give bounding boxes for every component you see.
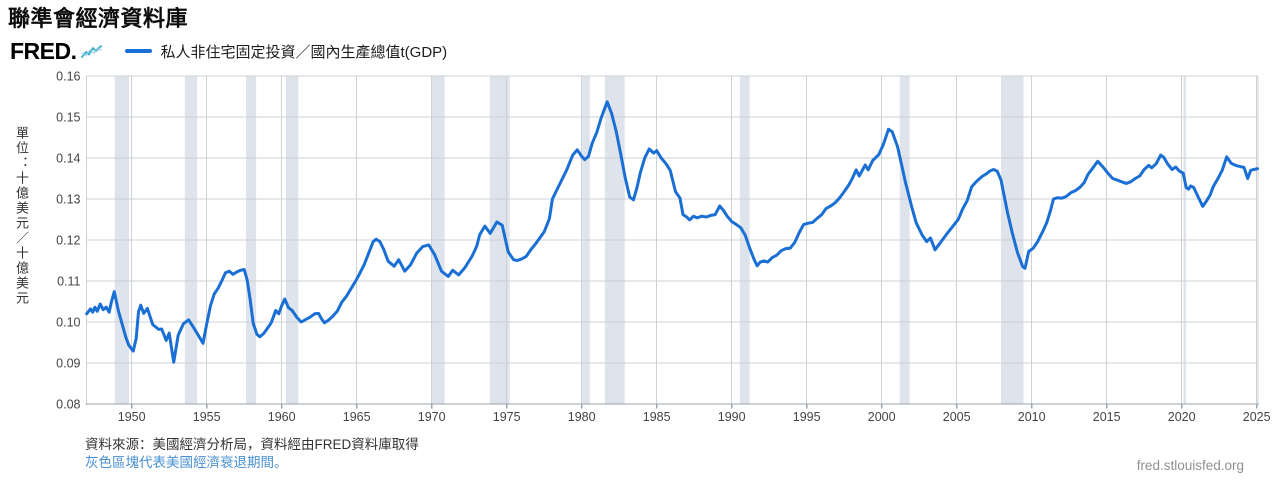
svg-text:0.16: 0.16 <box>56 69 80 83</box>
svg-text:0.10: 0.10 <box>56 315 80 329</box>
svg-text:1950: 1950 <box>118 410 146 424</box>
svg-text:1970: 1970 <box>418 410 446 424</box>
svg-text:0.09: 0.09 <box>56 356 80 370</box>
fred-logo[interactable]: FRED. <box>10 38 103 64</box>
svg-text:2000: 2000 <box>868 410 896 424</box>
svg-text:1985: 1985 <box>643 410 671 424</box>
svg-text:1980: 1980 <box>568 410 596 424</box>
svg-text:1955: 1955 <box>193 410 221 424</box>
svg-text:0.13: 0.13 <box>56 192 80 206</box>
series-label: 私人非住宅固定投資／國內生產總值t(GDP) <box>160 43 448 61</box>
svg-text:2010: 2010 <box>1018 410 1046 424</box>
legend-item[interactable]: 私人非住宅固定投資／國內生產總值t(GDP) <box>124 41 448 62</box>
svg-text:1965: 1965 <box>343 410 371 424</box>
gridlines <box>86 75 1259 404</box>
svg-text:0.11: 0.11 <box>57 274 80 288</box>
series-line-swatch <box>124 49 152 53</box>
svg-text:0.15: 0.15 <box>56 110 80 124</box>
recession-note-link[interactable]: 灰色區塊代表美國經濟衰退期間。 <box>85 455 288 470</box>
svg-text:0.08: 0.08 <box>56 397 80 411</box>
data-source-note: 資料來源：美國經濟分析局，資料經由FRED資料庫取得 <box>85 437 419 452</box>
svg-text:1960: 1960 <box>268 410 296 424</box>
svg-text:1990: 1990 <box>718 410 746 424</box>
series-line[interactable] <box>85 100 1259 364</box>
x-axis <box>85 403 1260 409</box>
svg-text:2005: 2005 <box>943 410 971 424</box>
page-title: 聯準會經濟資料庫 <box>8 6 189 31</box>
y-axis-unit-label: 單位：十億美元／十億美元 <box>14 126 29 306</box>
chart-header: FRED. 私人非住宅固定投資／國內生產總值t(GDP) <box>10 38 447 64</box>
svg-text:0.12: 0.12 <box>56 233 80 247</box>
fred-logo-text: FRED. <box>10 38 77 64</box>
svg-text:2015: 2015 <box>1093 410 1121 424</box>
svg-text:2020: 2020 <box>1168 410 1196 424</box>
svg-text:1975: 1975 <box>493 410 521 424</box>
svg-text:0.14: 0.14 <box>56 151 80 165</box>
tick-labels: 1950 1955 1960 1965 1970 1975 1980 1985 1990 1995… <box>56 69 1270 424</box>
sparkline-icon <box>80 45 102 58</box>
svg-text:2025: 2025 <box>1243 410 1271 424</box>
fred-url-link[interactable]: fred.stlouisfed.org <box>1136 458 1244 473</box>
chart-footer: 資料來源：美國經濟分析局，資料經由FRED資料庫取得 灰色區塊代表美國經濟衰退期… <box>85 436 419 472</box>
svg-text:1995: 1995 <box>793 410 821 424</box>
